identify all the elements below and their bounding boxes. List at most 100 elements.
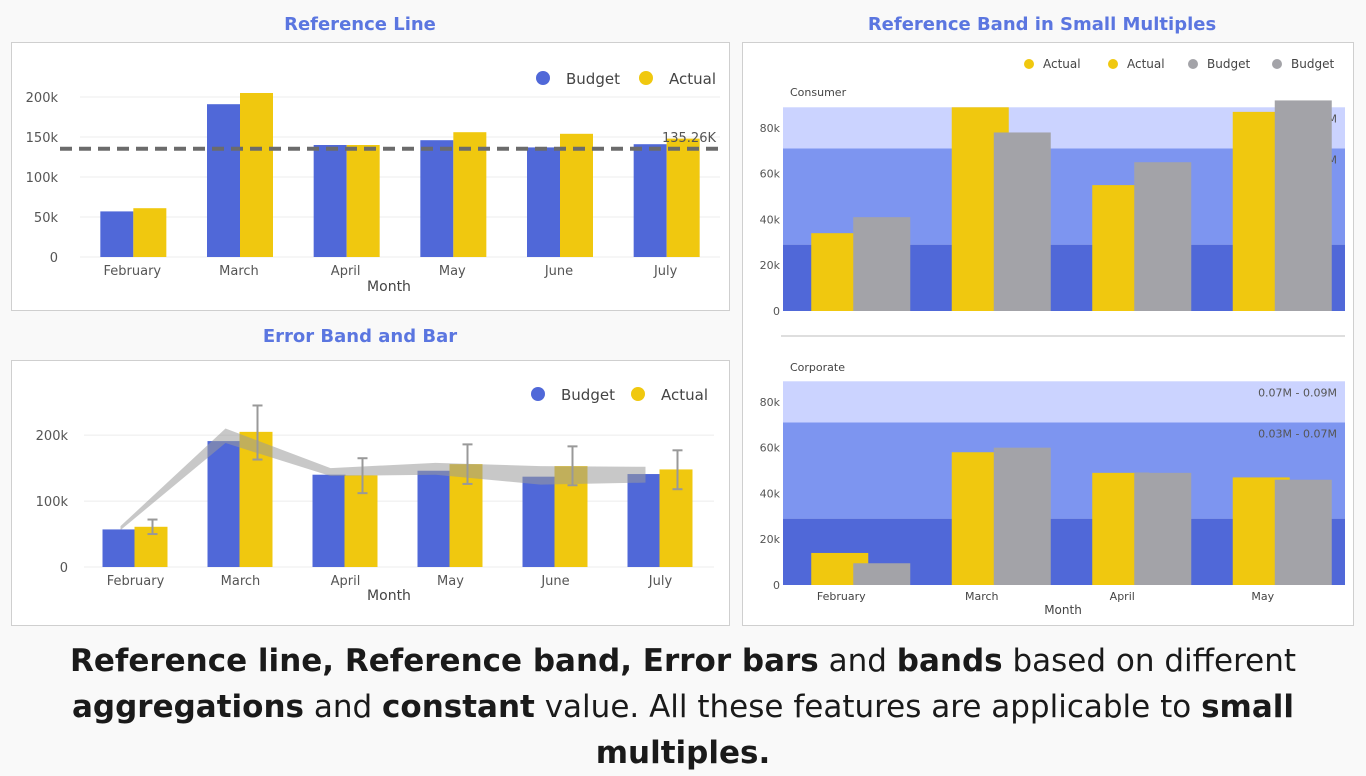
x-tick-label: April <box>331 574 361 589</box>
caption-bold-3: bands <box>896 643 1003 679</box>
reference-band-title: Reference Band in Small Multiples <box>867 14 1217 35</box>
bar-budget <box>853 217 911 311</box>
bar-budget <box>102 529 136 567</box>
bar-actual <box>560 133 593 257</box>
bar-budget <box>207 104 240 257</box>
reference-band <box>783 381 1345 423</box>
legend-label: Budget <box>1207 57 1250 71</box>
bar-budget <box>993 132 1051 311</box>
facet-label: Corporate <box>790 361 845 374</box>
bar-budget <box>207 441 241 567</box>
bar-budget <box>522 476 556 567</box>
legend-actual-label: Actual <box>669 70 716 88</box>
error-band-chart: 0 100k 200k February March April May June July Mo… <box>36 386 714 604</box>
bar-budget <box>417 470 451 567</box>
x-tick-label: March <box>965 590 999 603</box>
y-tick-label: 150k <box>26 131 59 146</box>
bar-actual <box>346 145 380 257</box>
y-tick-label: 80k <box>760 122 781 135</box>
reference-band-chart: Actual Actual Budget Budget Consumer M M 0 20k 40… <box>760 57 1345 617</box>
bar-budget <box>1274 479 1332 585</box>
x-tick-label: February <box>107 574 165 589</box>
bar-budget <box>853 563 911 585</box>
caption-text-2: and <box>818 643 897 679</box>
x-tick-label: April <box>331 264 361 279</box>
y-tick-label: 200k <box>36 429 69 444</box>
y-tick-label: 0 <box>773 579 780 592</box>
y-tick-label: 0 <box>773 305 780 318</box>
x-tick-label: July <box>648 574 673 589</box>
y-tick-label: 60k <box>760 168 781 181</box>
legend-marker <box>1272 59 1282 69</box>
x-tick-label: February <box>817 590 866 603</box>
bar-budget <box>633 144 667 257</box>
legend-budget-label: Budget <box>561 386 615 404</box>
legend-label: Actual <box>1127 57 1165 71</box>
bar-actual <box>666 138 700 257</box>
x-tick-label: June <box>544 264 573 279</box>
bar-budget <box>527 147 560 257</box>
reference-line-label: 135.26K <box>662 131 716 146</box>
y-tick-label: 20k <box>760 259 781 272</box>
legend-marker <box>1108 59 1118 69</box>
bar-actual <box>453 132 487 257</box>
x-tick-label: May <box>439 264 466 279</box>
legend-budget-marker <box>536 71 550 85</box>
legend-marker <box>1188 59 1198 69</box>
caption-bold-9: small multiples. <box>595 689 1294 771</box>
bar-budget <box>312 474 346 567</box>
caption: Reference line, Reference band, Error ba… <box>20 638 1346 776</box>
y-tick-label: 40k <box>760 213 781 226</box>
caption-bold-1: Reference line, Reference band, Error ba… <box>69 643 819 679</box>
x-tick-label: March <box>221 574 261 589</box>
y-tick-label: 100k <box>36 495 69 510</box>
x-tick-label: February <box>104 264 162 279</box>
bar-actual <box>133 208 167 257</box>
bar-budget <box>993 447 1051 585</box>
legend-budget-marker <box>531 387 545 401</box>
x-tick-label: June <box>540 574 569 589</box>
caption-bold-7: constant <box>382 689 535 725</box>
y-tick-label: 0 <box>50 251 58 266</box>
legend-actual-marker <box>631 387 645 401</box>
legend-label: Actual <box>1043 57 1081 71</box>
bar-budget <box>100 211 134 257</box>
legend-budget-label: Budget <box>566 70 620 88</box>
x-tick-label: July <box>653 264 678 279</box>
y-tick-label: 200k <box>26 91 59 106</box>
x-tick-label: March <box>219 264 259 279</box>
error-band-title: Error Band and Bar <box>262 326 458 347</box>
y-tick-label: 60k <box>760 442 781 455</box>
reference-band-label: 0.03M - 0.07M <box>1258 427 1337 440</box>
caption-text-8: value. All these features are applicable… <box>534 689 1202 725</box>
caption-bold-5: aggregations <box>72 689 304 725</box>
y-tick-label: 100k <box>26 171 59 186</box>
reference-band-panel: Actual Actual Budget Budget Consumer M M 0 20k 40… <box>742 42 1354 626</box>
legend-marker <box>1024 59 1034 69</box>
x-tick-label: April <box>1110 590 1135 603</box>
y-tick-label: 0 <box>60 561 68 576</box>
bar-actual <box>344 475 378 567</box>
reference-band-label: M <box>1328 153 1338 166</box>
caption-text-6: and <box>304 689 383 725</box>
reference-line-panel: 0 50k 100k 150k 200k February March April May Jun… <box>11 42 730 311</box>
reference-line-title: Reference Line <box>284 14 436 35</box>
legend-label: Budget <box>1291 57 1334 71</box>
bar-actual <box>240 93 273 257</box>
bar-budget <box>627 474 661 567</box>
caption-text-4: based on different <box>1002 643 1297 679</box>
bar-actual <box>134 526 168 567</box>
error-band <box>120 428 646 531</box>
facet-label: Consumer <box>790 86 847 99</box>
legend-actual-label: Actual <box>661 386 708 404</box>
y-tick-label: 80k <box>760 396 781 409</box>
bar-actual <box>659 469 693 567</box>
x-axis-title: Month <box>1044 603 1082 617</box>
bar-budget <box>1274 100 1332 311</box>
x-axis-title: Month <box>367 588 411 604</box>
bar-actual <box>449 464 483 567</box>
y-tick-label: 40k <box>760 487 781 500</box>
bar-budget <box>1134 162 1192 311</box>
reference-band-label: M <box>1328 112 1338 125</box>
y-tick-label: 50k <box>34 211 59 226</box>
